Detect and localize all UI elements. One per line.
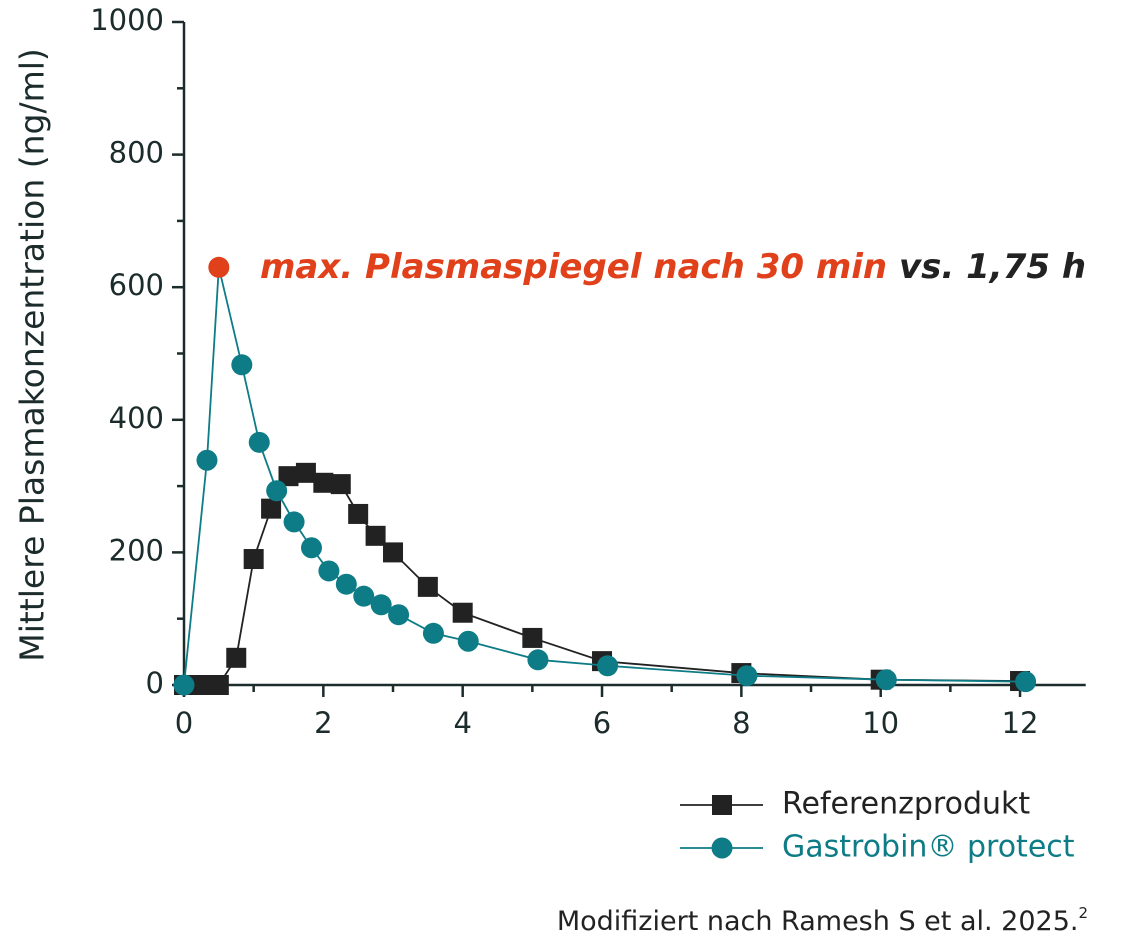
marker bbox=[248, 431, 270, 453]
marker bbox=[208, 256, 230, 278]
marker bbox=[173, 674, 195, 696]
marker bbox=[226, 647, 247, 668]
footnote-superscript: 2 bbox=[1078, 904, 1088, 922]
y-tick-label: 800 bbox=[109, 136, 164, 170]
marker bbox=[278, 466, 299, 487]
marker bbox=[370, 594, 392, 616]
marker bbox=[295, 462, 316, 483]
annotation-text: max. Plasmaspiegel nach 30 min bbox=[260, 247, 887, 287]
marker bbox=[313, 472, 334, 493]
marker bbox=[243, 549, 264, 570]
marker bbox=[266, 480, 288, 502]
series-line bbox=[184, 471, 1021, 686]
y-tick-label: 400 bbox=[109, 401, 164, 435]
x-tick-label: 2 bbox=[314, 706, 332, 740]
annotation: max. Plasmaspiegel nach 30 min vs. 1,75 … bbox=[260, 247, 1086, 287]
marker bbox=[452, 602, 473, 623]
marker bbox=[417, 576, 438, 597]
marker bbox=[208, 675, 229, 695]
y-axis-label: Mittlere Plasmakonzentration (ng/ml) bbox=[13, 48, 52, 662]
marker bbox=[318, 560, 340, 582]
marker bbox=[383, 542, 404, 563]
y-tick-label: 1000 bbox=[90, 3, 164, 37]
marker bbox=[231, 354, 253, 376]
marker bbox=[335, 573, 357, 595]
footnote-text: Modifiziert nach Ramesh S et al. 2025. bbox=[557, 906, 1079, 937]
x-tick-label: 10 bbox=[862, 706, 899, 740]
legend-label: Referenzprodukt bbox=[782, 787, 1030, 822]
x-tick-label: 8 bbox=[732, 706, 750, 740]
x-tick-label: 12 bbox=[1002, 706, 1039, 740]
marker bbox=[388, 604, 410, 626]
y-tick-label: 200 bbox=[109, 533, 164, 567]
y-tick-label: 600 bbox=[109, 268, 164, 302]
x-tick-label: 0 bbox=[175, 706, 193, 740]
series-line bbox=[183, 267, 1026, 686]
legend-marker bbox=[712, 795, 732, 815]
legend-label: Gastrobin® protect bbox=[782, 830, 1075, 865]
marker bbox=[261, 498, 282, 519]
footnote: Modifiziert nach Ramesh S et al. 2025.2 bbox=[557, 904, 1088, 937]
marker bbox=[196, 449, 218, 471]
y-tick-label: 0 bbox=[146, 666, 164, 700]
marker bbox=[353, 585, 375, 607]
marker bbox=[736, 665, 758, 687]
marker bbox=[422, 622, 444, 644]
marker bbox=[875, 669, 897, 691]
marker bbox=[191, 675, 212, 695]
marker bbox=[283, 511, 305, 533]
marker bbox=[300, 537, 322, 559]
x-tick-label: 6 bbox=[593, 706, 611, 740]
marker bbox=[457, 630, 479, 652]
marker bbox=[1015, 671, 1037, 693]
marker bbox=[330, 474, 351, 495]
marker bbox=[522, 627, 543, 648]
marker bbox=[527, 649, 549, 671]
annotation-suffix: vs. 1,75 h bbox=[887, 247, 1086, 287]
marker bbox=[597, 655, 619, 677]
marker bbox=[365, 525, 386, 546]
x-tick-label: 4 bbox=[453, 706, 471, 740]
legend-marker bbox=[711, 837, 733, 859]
marker bbox=[348, 503, 369, 524]
